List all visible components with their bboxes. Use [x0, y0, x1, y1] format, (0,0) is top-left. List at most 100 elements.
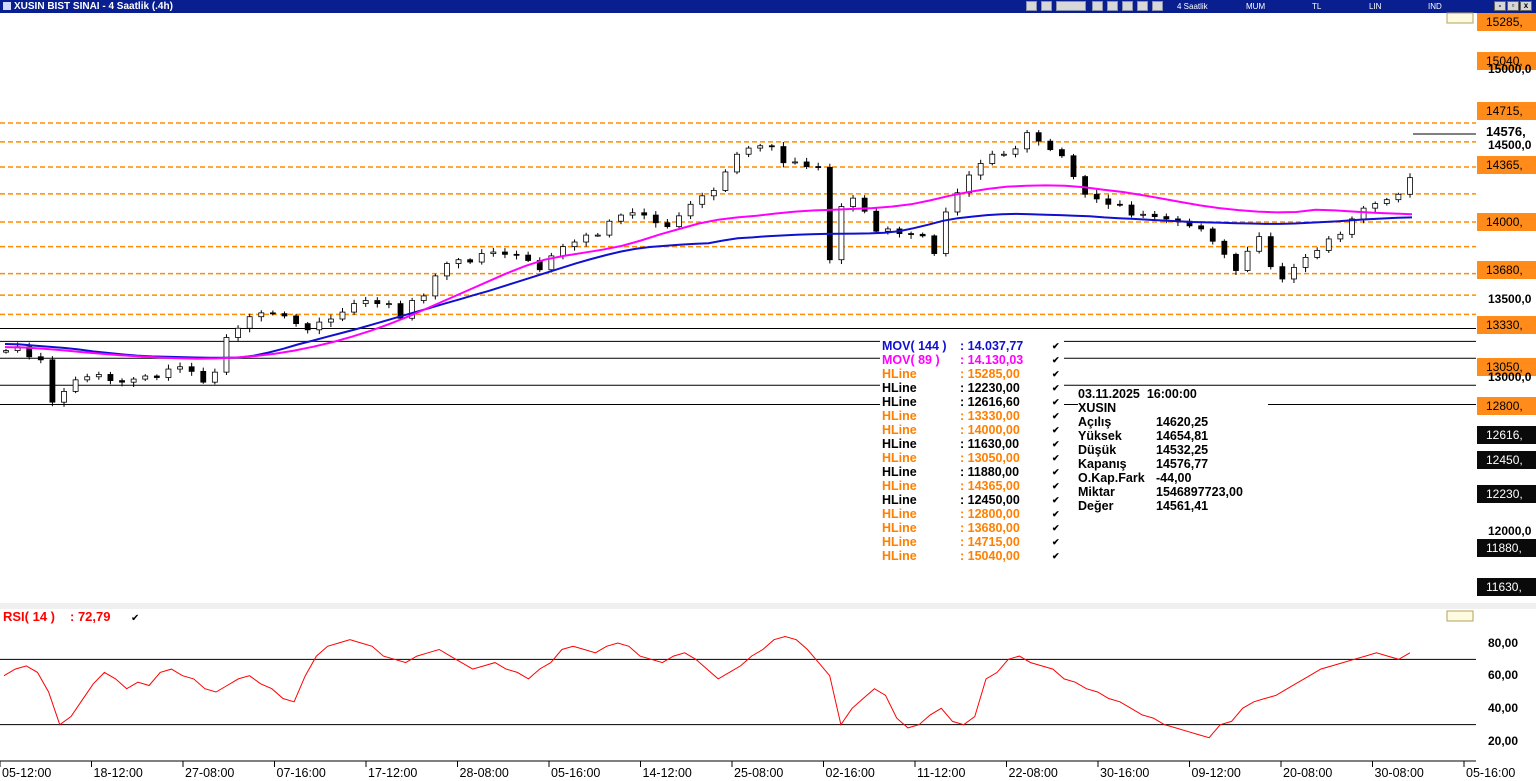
candle-up [1395, 193, 1402, 201]
candle-down [467, 259, 474, 263]
mode-candle[interactable]: MUM [1246, 2, 1266, 11]
candle-up [757, 145, 764, 149]
legend-value: : 13050,00 [960, 451, 1020, 465]
close-button[interactable]: x [1520, 1, 1532, 11]
toolbar-icon-6[interactable] [1122, 1, 1133, 11]
time-axis-panel [0, 761, 1536, 781]
price-label-bg-orange [1477, 102, 1536, 120]
rsi-value: : 72,79 [70, 609, 110, 624]
toolbar-icon-8[interactable] [1152, 1, 1163, 11]
candle-down [1105, 198, 1112, 205]
candle-up [455, 259, 462, 264]
candle-up [1244, 250, 1251, 271]
legend-value: : 12616,60 [960, 395, 1020, 409]
toolbar-icon-3[interactable] [1056, 1, 1086, 11]
legend-check-icon[interactable]: ✔ [1052, 453, 1060, 463]
info-label: Düşük [1078, 443, 1117, 457]
rsi-tick-label: 40,00 [1488, 701, 1518, 715]
last-price-box [1478, 122, 1536, 139]
candle-down [269, 312, 276, 315]
legend-value: : 14.037,77 [960, 339, 1024, 353]
price-tick-label: 15285, [1486, 15, 1523, 29]
candle-down [664, 222, 671, 228]
candle-up [327, 318, 334, 323]
candle-down [1198, 225, 1205, 230]
candle-down [49, 359, 56, 403]
mode-indicator[interactable]: IND [1428, 2, 1442, 11]
info-label: Açılış [1078, 415, 1112, 429]
legend-check-icon[interactable]: ✔ [1052, 411, 1060, 421]
rsi-tick-label: 20,00 [1488, 734, 1518, 748]
candle-down [107, 374, 114, 382]
legend-row: HLine : 12616,60 ✔ [882, 395, 1062, 409]
candle-up [676, 215, 682, 228]
toolbar-icon-5[interactable] [1107, 1, 1118, 11]
candle-up [745, 147, 752, 155]
info-row: O.Kap.Fark -44,00 [1078, 471, 1268, 485]
legend-check-icon[interactable]: ✔ [1052, 495, 1060, 505]
candle-up [977, 163, 984, 176]
candle-up [1000, 153, 1007, 156]
time-tick-label: 09-12:00 [1192, 766, 1241, 780]
legend-check-icon[interactable]: ✔ [1052, 397, 1060, 407]
candle-down [641, 212, 648, 216]
time-tick-label: 28-08:00 [460, 766, 509, 780]
candle-down [768, 145, 775, 148]
toolbar-icon-4[interactable] [1092, 1, 1103, 11]
legend-check-icon[interactable]: ✔ [1052, 383, 1060, 393]
legend-check-icon[interactable]: ✔ [1052, 509, 1060, 519]
price-label-bg-orange [1477, 213, 1536, 231]
time-tick-label: 20-08:00 [1283, 766, 1332, 780]
time-tick-label: 02-16:00 [826, 766, 875, 780]
time-tick-label: 05-16:00 [1466, 766, 1515, 780]
legend-check-icon[interactable]: ✔ [1052, 425, 1060, 435]
legend-row: HLine: 11630,00 ✔ [882, 437, 1062, 451]
mode-scale[interactable]: LIN [1369, 2, 1382, 11]
minimize-button[interactable]: - [1494, 1, 1506, 11]
mode-period[interactable]: 4 Saatlik [1177, 2, 1208, 11]
info-label: Değer [1078, 499, 1114, 513]
info-label: Yüksek [1078, 429, 1122, 443]
legend-check-icon[interactable]: ✔ [1052, 369, 1060, 379]
toolbar-icon-7[interactable] [1137, 1, 1148, 11]
candle-up [792, 161, 798, 164]
candle-down [1279, 266, 1286, 280]
legend-check-icon[interactable]: ✔ [1052, 355, 1060, 365]
candle-up [444, 263, 450, 277]
info-row: Açılış 14620,25 [1078, 415, 1268, 429]
legend-check-icon[interactable]: ✔ [1052, 537, 1060, 547]
legend-label: HLine [882, 521, 917, 535]
legend-check-icon[interactable]: ✔ [1052, 551, 1060, 561]
candle-up [211, 371, 218, 383]
legend-check-icon[interactable]: ✔ [1052, 467, 1060, 477]
time-tick-label: 07-16:00 [277, 766, 326, 780]
price-label-bg-orange [1477, 261, 1536, 279]
legend-check-icon[interactable]: ✔ [1052, 523, 1060, 533]
panel-divider [0, 603, 1536, 609]
legend-check-icon[interactable]: ✔ [1052, 439, 1060, 449]
toolbar-icon-2[interactable] [1041, 1, 1052, 11]
price-label-bg-orange [1477, 156, 1536, 174]
candle-up [710, 190, 717, 197]
info-value: 1546897723,00 [1156, 485, 1243, 499]
candle-up [942, 211, 949, 254]
price-label-bg-black [1477, 578, 1536, 596]
candle-up [72, 379, 79, 392]
mode-currency[interactable]: TL [1312, 2, 1322, 11]
info-row: Kapanış 14576,77 [1078, 457, 1268, 471]
restore-button[interactable]: ▫ [1507, 1, 1519, 11]
legend-label: MOV( 144 ) [882, 339, 947, 353]
price-tick-label: 11880, [1486, 541, 1522, 555]
legend-check-icon[interactable]: ✔ [1052, 481, 1060, 491]
legend-label: HLine [882, 395, 917, 409]
candle-up [409, 300, 416, 319]
time-tick-label: 05-12:00 [2, 766, 51, 780]
toolbar-icon-1[interactable] [1026, 1, 1037, 11]
info-datetime: 03.11.2025 16:00:00 [1078, 387, 1197, 401]
legend-check-icon[interactable]: ✔ [1052, 341, 1060, 351]
price-tick-label: 11630, [1486, 580, 1522, 594]
candle-up [386, 303, 392, 306]
last-price-label: 14576, [1486, 124, 1526, 139]
info-label: O.Kap.Fark [1078, 471, 1145, 485]
